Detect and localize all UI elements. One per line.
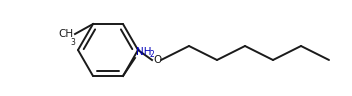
Text: 3: 3: [70, 38, 75, 47]
Text: CH: CH: [59, 29, 74, 39]
Text: 2: 2: [150, 50, 155, 59]
Text: NH: NH: [136, 47, 151, 57]
Text: O: O: [153, 55, 161, 65]
